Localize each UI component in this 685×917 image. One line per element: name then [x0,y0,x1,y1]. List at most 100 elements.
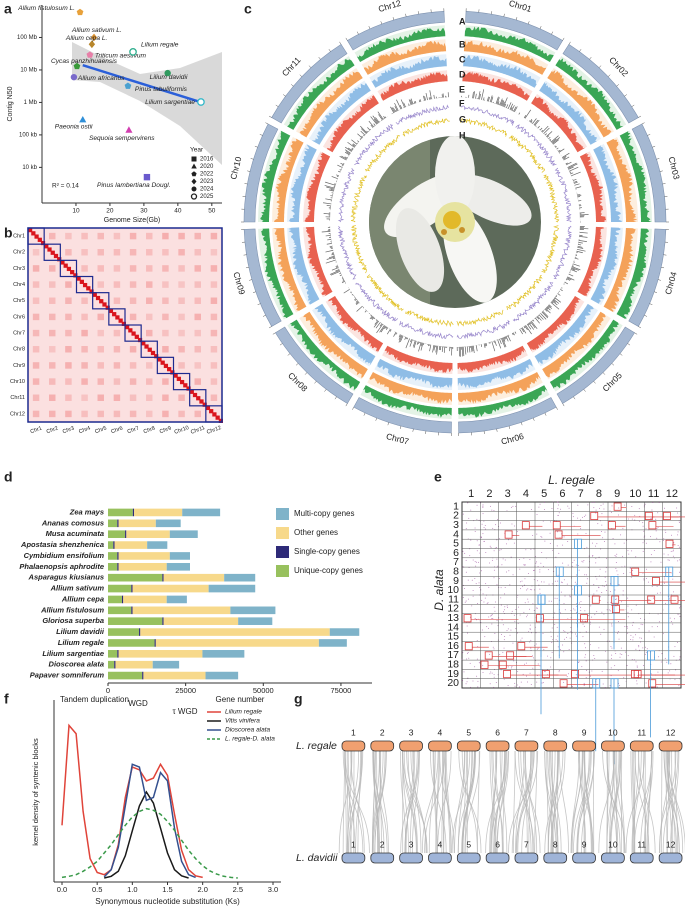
hit-dot [554,612,556,614]
red-block [591,595,600,604]
row-label: Chr1 [13,234,25,240]
chromosome-band [243,123,279,223]
scale-tick [644,314,648,317]
heatmap-cell [129,249,137,256]
red-block [484,651,493,660]
legend-label: Unique-copy genes [294,566,363,575]
chromosome-band [346,10,445,51]
hit-dot [467,677,469,679]
top-chrom-label: 6 [495,727,500,737]
col-label: Chr2 [46,426,59,436]
marker [90,33,98,42]
legend-label: 2025 [200,194,214,200]
diagonal-signal [37,237,42,242]
scale-tick [624,94,627,97]
heatmap-cell [146,313,153,321]
x-title: L. regale [548,473,595,487]
scale-tick [641,122,645,125]
hit-dot [595,562,597,564]
category-label: Zea mays [69,507,104,516]
hit-dot [562,562,564,564]
hit-dot [611,625,613,627]
hit-dot [551,627,553,629]
hit-dot [589,675,591,677]
hit-dot [663,582,665,584]
hit-dot [648,599,650,601]
hit-dot [596,578,598,580]
hit-dot [482,593,484,595]
heatmap-cell [81,313,88,321]
hit-dot [558,512,560,514]
hit-dot [526,614,528,616]
red-block [648,679,657,688]
bottom-chromosome [629,852,654,864]
heatmap-cell [32,313,40,321]
hit-dot [556,597,558,599]
hit-dot [515,505,517,507]
panel-label: a [4,1,12,17]
track-signal [539,81,597,145]
synteny-link [492,750,504,854]
hit-dot [533,579,535,581]
chromosome-band [562,43,639,124]
hit-dot [484,597,486,599]
hit-dot [645,682,647,684]
hit-dot [577,661,579,663]
hit-dot [585,654,587,656]
hit-dot [481,523,483,525]
synteny-link [571,750,583,854]
red-block [663,511,671,520]
y-chrom-label: 16 [447,640,459,652]
hit-dot [483,520,485,522]
hit-dot [530,508,532,510]
hit-dot [517,671,519,673]
hit-dot [605,589,607,591]
track-signal [606,138,638,222]
heatmap-cell [81,346,88,353]
hit-dot [550,666,552,668]
hit-dot [560,508,562,510]
bar-segment [230,606,276,615]
panel-label: c [244,1,252,17]
hit-dot [492,646,494,648]
track-line [508,134,545,173]
heatmap-cell [49,362,56,369]
hit-dot [536,648,538,650]
scale-tick [503,13,505,17]
x-chrom-label: 12 [666,488,678,500]
hit-dot [576,612,578,614]
heatmap-cell [65,410,72,418]
y-chrom-label: 8 [453,566,459,578]
scale-tick [544,412,547,416]
heatmap-cell [162,410,169,418]
scale-tick [272,332,276,335]
hit-dot [551,651,553,653]
hit-dot [606,557,608,559]
scale-tick [308,65,312,68]
scale-tick [318,56,321,60]
hit-dot [591,616,593,618]
synteny-link [612,750,619,854]
hit-dot [591,501,593,503]
track-signal [304,152,331,222]
category-label: Musa acuminata [46,529,104,538]
red-block [463,614,472,623]
diagonal-signal [70,270,75,275]
hit-dot [650,561,652,563]
chromosome-label: Chr02 [607,55,630,79]
point-label: Allium africanus [77,75,125,82]
hit-dot [587,615,589,617]
synteny-link [376,750,378,854]
track-signal [328,296,384,353]
hit-dot [574,633,576,635]
diagonal-signal [154,354,159,359]
hit-dot [583,682,585,684]
bar-segment [155,639,319,647]
hit-dot [472,589,474,591]
hit-dot [645,568,647,570]
top-chrom-label: 12 [666,727,676,737]
hit-dot [642,525,644,527]
hit-dot [474,527,476,529]
hit-dot [469,662,471,664]
hit-dot [643,665,645,667]
